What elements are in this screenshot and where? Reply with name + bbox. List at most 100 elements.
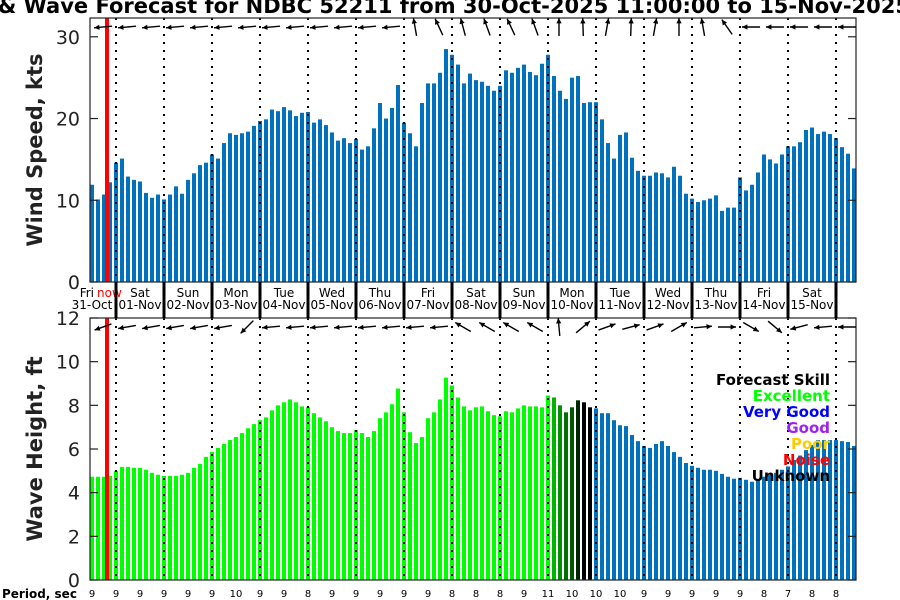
wind-bar	[204, 162, 208, 282]
direction-arrow-icon	[693, 324, 713, 330]
day-date-label: 04-Nov	[262, 298, 305, 312]
wind-bar	[810, 127, 814, 282]
wave-bar	[552, 397, 556, 580]
period-value: 8	[809, 589, 815, 600]
chart-title: & Wave Forecast for NDBC 52211 from 30-O…	[0, 0, 900, 18]
period-value: 9	[209, 589, 215, 600]
wind-bar	[378, 103, 382, 282]
wind-bar	[648, 175, 652, 282]
wind-bar	[96, 199, 100, 282]
period-value: 9	[113, 589, 119, 600]
wave-bar	[432, 412, 436, 580]
wind-bar	[540, 63, 544, 282]
wind-bar	[264, 119, 268, 282]
day-name-label: Wed	[319, 286, 345, 300]
wind-bar	[396, 85, 400, 283]
wave-bar	[270, 410, 274, 580]
day-strip-divider	[594, 282, 598, 318]
day-strip-divider	[738, 282, 742, 318]
wind-bar	[522, 64, 526, 283]
wind-bar	[672, 166, 676, 282]
wind-bar	[216, 158, 220, 282]
day-date-label: 12-Nov	[646, 298, 689, 312]
day-date-label: 05-Nov	[310, 298, 353, 312]
wind-bar	[666, 177, 670, 282]
wave-bar	[774, 472, 778, 580]
day-date-label: 02-Nov	[166, 298, 209, 312]
period-value: 9	[329, 589, 335, 600]
wind-bar	[120, 158, 124, 282]
wind-bar	[114, 162, 118, 282]
day-name-label: Tue	[273, 286, 295, 300]
wave-bar	[588, 407, 592, 580]
wind-bar	[348, 143, 352, 282]
wave-bar	[180, 474, 184, 580]
direction-arrow-icon	[309, 24, 329, 30]
wave-bar	[258, 420, 262, 580]
day-name-label: Sun	[177, 286, 200, 300]
wind-bar	[738, 177, 742, 282]
direction-arrow-icon	[357, 24, 377, 30]
wind-bar	[822, 131, 826, 282]
day-name-label: Sat	[802, 286, 822, 300]
day-name-label: Wed	[655, 286, 681, 300]
wave-bar	[696, 467, 700, 580]
direction-arrow-icon	[213, 24, 233, 30]
wind-bar	[156, 194, 160, 282]
wave-bar	[324, 421, 328, 580]
day-date-label: 08-Nov	[454, 298, 497, 312]
day-strip-divider	[306, 282, 310, 318]
y-tick-label: 2	[68, 526, 80, 548]
wave-bar	[744, 479, 748, 580]
wind-bar	[462, 83, 466, 282]
wave-bar	[576, 400, 580, 580]
wind-bar	[186, 179, 190, 282]
direction-arrow-icon	[214, 324, 232, 331]
wind-bar	[528, 71, 532, 282]
wave-bar	[132, 467, 136, 580]
wave-bar	[384, 412, 388, 580]
wind-bar	[582, 103, 586, 282]
day-name-label: Mon	[223, 286, 248, 300]
legend-entry: Very Good	[743, 403, 830, 421]
period-value: 9	[641, 589, 647, 600]
wave-bar	[726, 476, 730, 580]
wave-bar	[750, 481, 754, 580]
period-value: 9	[713, 589, 719, 600]
wave-bar	[276, 405, 280, 580]
direction-arrow-icon	[531, 18, 539, 36]
period-value: 10	[614, 589, 627, 600]
wave-bar	[96, 476, 100, 580]
y-tick-label: 10	[56, 190, 80, 212]
wave-bar	[222, 443, 226, 580]
y-tick-label: 10	[56, 352, 80, 374]
day-strip-divider	[258, 282, 262, 318]
wave-bar	[216, 447, 220, 580]
period-value: 9	[185, 589, 191, 600]
wave-bar	[252, 424, 256, 580]
wave-bar	[294, 402, 298, 580]
direction-arrow-icon	[189, 24, 209, 30]
wind-y-axis-label: Wind Speed, kts	[23, 53, 47, 246]
wind-bar	[360, 149, 364, 282]
wave-bar	[732, 478, 736, 580]
wind-bar	[618, 134, 622, 282]
wave-bar	[630, 435, 634, 580]
wave-bar	[426, 418, 430, 580]
wave-bar	[492, 415, 496, 580]
wave-bar	[756, 479, 760, 580]
day-name-label: Tue	[609, 286, 631, 300]
wind-bar	[426, 83, 430, 282]
day-date-label: 09-Nov	[502, 298, 545, 312]
period-row: Period, sec 9 9 9 9 9 9 10 9 9 8 9 9 9 9 9 8 8 8 9 11 10 10 10…	[2, 587, 839, 600]
period-value: 9	[689, 589, 695, 600]
direction-arrow-icon	[646, 323, 664, 331]
wind-bar	[318, 119, 322, 282]
wind-bar	[594, 102, 598, 282]
wind-bar	[612, 158, 616, 282]
period-value: 9	[425, 589, 431, 600]
wind-bar	[840, 147, 844, 282]
wind-bar	[180, 193, 184, 282]
day-strip-divider	[450, 282, 454, 318]
day-date-label: 13-Nov	[694, 298, 737, 312]
